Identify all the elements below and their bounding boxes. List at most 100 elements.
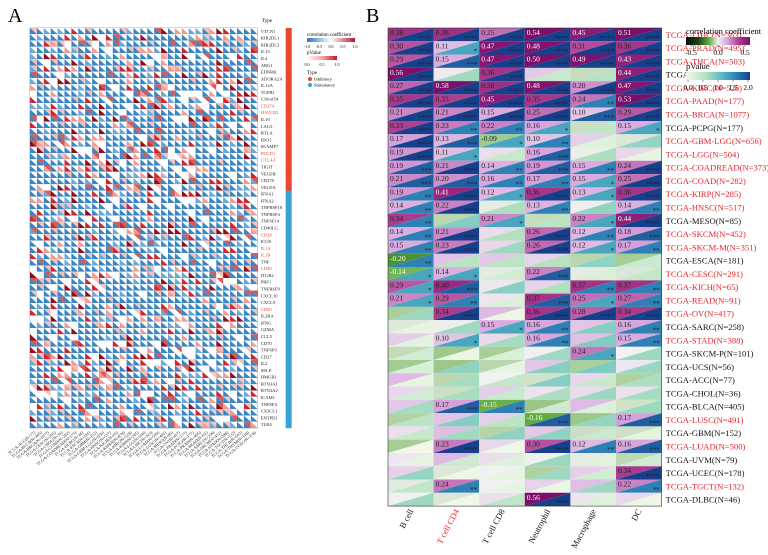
heatmap-cell-correlation [195, 159, 203, 166]
heatmap-cell-correlation [119, 315, 127, 322]
heatmap-cell-correlation [133, 234, 141, 241]
heatmap-cell-correlation [250, 140, 258, 147]
heatmap-cell-correlation [209, 259, 217, 266]
heatmap-cell-correlation [230, 396, 237, 403]
heatmap-cell-pvalue [243, 84, 251, 91]
heatmap-cell-correlation [85, 46, 93, 53]
heatmap-cell-correlation [147, 403, 155, 410]
heatmap-cell-correlation [50, 34, 58, 41]
heatmap-cell-pvalue [243, 353, 251, 360]
heatmap-cell-correlation [30, 184, 37, 191]
heatmap-cell-pvalue [119, 40, 127, 47]
heatmap-cell-pvalue [64, 321, 72, 328]
heatmap-cell-correlation [30, 196, 37, 203]
heatmap-cell-pvalue [154, 178, 162, 185]
cell-correlation [388, 67, 434, 82]
heatmap-cell-correlation [126, 115, 134, 122]
heatmap-cell-pvalue [71, 315, 79, 322]
heatmap-cell-pvalue [105, 246, 113, 253]
heatmap-cell-correlation [216, 109, 224, 116]
heatmap-cell-pvalue [50, 303, 58, 310]
cell-value: 0.14 [390, 201, 403, 210]
cell-pvalue [388, 187, 434, 201]
heatmap-cell-pvalue [92, 53, 99, 60]
heatmap-cell-correlation [147, 209, 155, 216]
heatmap-cell-correlation [202, 334, 210, 341]
cell-stars: ** [516, 180, 524, 188]
heatmap-cell-pvalue [36, 415, 44, 422]
heatmap-cell-correlation [99, 221, 106, 228]
cell-pvalue [388, 134, 434, 148]
heatmap-cell-correlation [36, 309, 44, 316]
heatmap-cell-pvalue [119, 409, 127, 416]
heatmap-cell-pvalue [250, 403, 258, 410]
heatmap-cell-pvalue [119, 215, 127, 222]
heatmap-cell-correlation [64, 265, 72, 272]
heatmap-cell-pvalue [92, 278, 99, 285]
cell-value: 0.54 [527, 28, 540, 37]
heatmap-cell-correlation [71, 228, 79, 235]
heatmap-cell-correlation [71, 103, 79, 110]
heatmap-cell-correlation [92, 190, 99, 197]
heatmap-cell-correlation [30, 84, 37, 91]
heatmap-cell-correlation [85, 371, 93, 378]
heatmap-cell-correlation [92, 296, 99, 303]
heatmap-cell-pvalue [250, 378, 258, 385]
heatmap-cell-correlation [126, 321, 134, 328]
heatmap-cell-correlation [133, 253, 141, 260]
heatmap-cell-correlation [181, 403, 189, 410]
heatmap-cell-correlation [202, 259, 210, 266]
cell-value: 0.10 [572, 108, 585, 117]
heatmap-cell-correlation [57, 334, 65, 341]
heatmap-cell-pvalue [250, 303, 258, 310]
heatmap-cell-correlation [174, 153, 182, 160]
heatmap-cell-correlation [181, 59, 189, 66]
heatmap-cell-correlation [209, 109, 217, 116]
heatmap-cell-pvalue [71, 253, 79, 260]
heatmap-cell-correlation [250, 221, 258, 228]
heatmap-cell-correlation [112, 321, 120, 328]
heatmap-cell-correlation [161, 421, 168, 428]
heatmap-cell-correlation [126, 140, 134, 147]
heatmap-cell-correlation [174, 190, 182, 197]
heatmap-cell-pvalue [126, 303, 134, 310]
heatmap-cell-pvalue [99, 378, 106, 385]
heatmap-cell-pvalue [209, 228, 217, 235]
heatmap-cell-pvalue [126, 178, 134, 185]
heatmap-cell-correlation [243, 46, 251, 53]
heatmap-cell-pvalue [92, 159, 99, 166]
heatmap-cell-pvalue [105, 28, 113, 35]
heatmap-cell-correlation [30, 240, 37, 247]
heatmap-cell-pvalue [92, 421, 99, 428]
cell-pvalue [524, 227, 571, 241]
heatmap-cell-pvalue [126, 284, 134, 291]
heatmap-cell-correlation [202, 240, 210, 247]
cell-value: 0.50 [527, 55, 540, 64]
heatmap-cell-correlation [147, 365, 155, 372]
heatmap-cell-pvalue [36, 178, 44, 185]
heatmap-cell-correlation [223, 328, 231, 335]
cell-pvalue [570, 399, 616, 414]
heatmap-cell-pvalue [174, 359, 182, 366]
heatmap-cell-correlation [209, 396, 217, 403]
heatmap-cell-correlation [147, 140, 155, 147]
gene-label: IFNA1 [261, 192, 275, 197]
heatmap-cell-correlation [57, 109, 65, 116]
heatmap-cell-pvalue [250, 215, 258, 222]
heatmap-cell-correlation [209, 315, 217, 322]
heatmap-cell-correlation [188, 84, 196, 91]
heatmap-cell-pvalue [36, 40, 44, 47]
heatmap-cell-correlation [195, 165, 203, 172]
heatmap-cell-pvalue [50, 184, 58, 191]
heatmap-cell-correlation [216, 115, 224, 122]
heatmap-cell-pvalue [36, 115, 44, 122]
heatmap-cell-pvalue [243, 53, 251, 60]
heatmap-cell-correlation [78, 415, 86, 422]
heatmap-cell-correlation [250, 153, 258, 160]
cell-stars: * [428, 300, 432, 308]
legend-tick: 1.0 [335, 62, 340, 67]
heatmap-cell-correlation [112, 309, 120, 316]
heatmap-cell-correlation [43, 334, 51, 341]
heatmap-cell-correlation [147, 53, 155, 60]
heatmap-cell-pvalue [140, 65, 148, 72]
